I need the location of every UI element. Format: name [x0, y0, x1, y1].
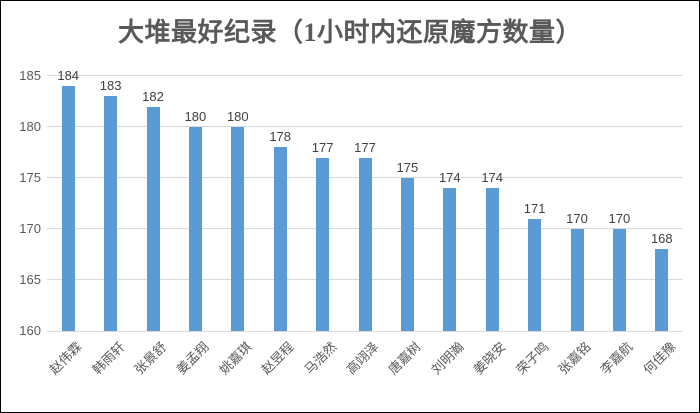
bar: [104, 96, 118, 331]
bar: [612, 229, 626, 331]
y-axis-tick-label: 170: [19, 221, 41, 236]
gridline: [47, 126, 683, 127]
bar: [400, 178, 414, 331]
bar: [570, 229, 584, 331]
gridline: [47, 75, 683, 77]
bar: [316, 157, 330, 331]
bar-value-label: 180: [184, 109, 207, 124]
bar: [188, 127, 202, 331]
bar: [358, 157, 372, 331]
bar-value-label: 182: [142, 88, 164, 104]
plot-area: 160 165 170 175 180 185 184 赵伟霖 183 韩雨轩 182 张景舒 180 姜…: [19, 68, 683, 377]
bar: [146, 106, 160, 331]
bar-value-label: 183: [99, 78, 122, 94]
chart-title: 大堆最好纪录（1小时内还原魔方数量）: [117, 18, 582, 47]
y-axis-tick-label: 175: [19, 170, 41, 185]
bar: [485, 188, 499, 331]
bar: [528, 218, 542, 331]
bar: [655, 249, 669, 331]
bar-value-label: 174: [438, 170, 461, 186]
bar: [443, 188, 457, 331]
y-axis-tick-label: 180: [19, 119, 41, 134]
bar-value-label: 170: [608, 211, 631, 226]
y-axis-tick-label: 185: [19, 68, 41, 83]
bar-value-label: 168: [650, 231, 673, 247]
bar: [61, 86, 75, 331]
bar: [231, 127, 245, 331]
bar-value-label: 178: [269, 129, 292, 145]
bar-value-label: 175: [396, 160, 419, 175]
y-axis-tick-label: 160: [19, 323, 41, 338]
bar-value-label: 171: [523, 200, 546, 216]
bar-value-label: 170: [566, 211, 588, 226]
bar-value-label: 177: [311, 139, 334, 155]
y-axis-tick-label: 165: [19, 272, 41, 287]
bar-value-label: 177: [354, 139, 376, 155]
bar: [273, 147, 287, 331]
bar-value-label: 180: [226, 109, 249, 124]
bar-value-label: 174: [481, 170, 504, 186]
bar-value-label: 184: [57, 68, 80, 84]
